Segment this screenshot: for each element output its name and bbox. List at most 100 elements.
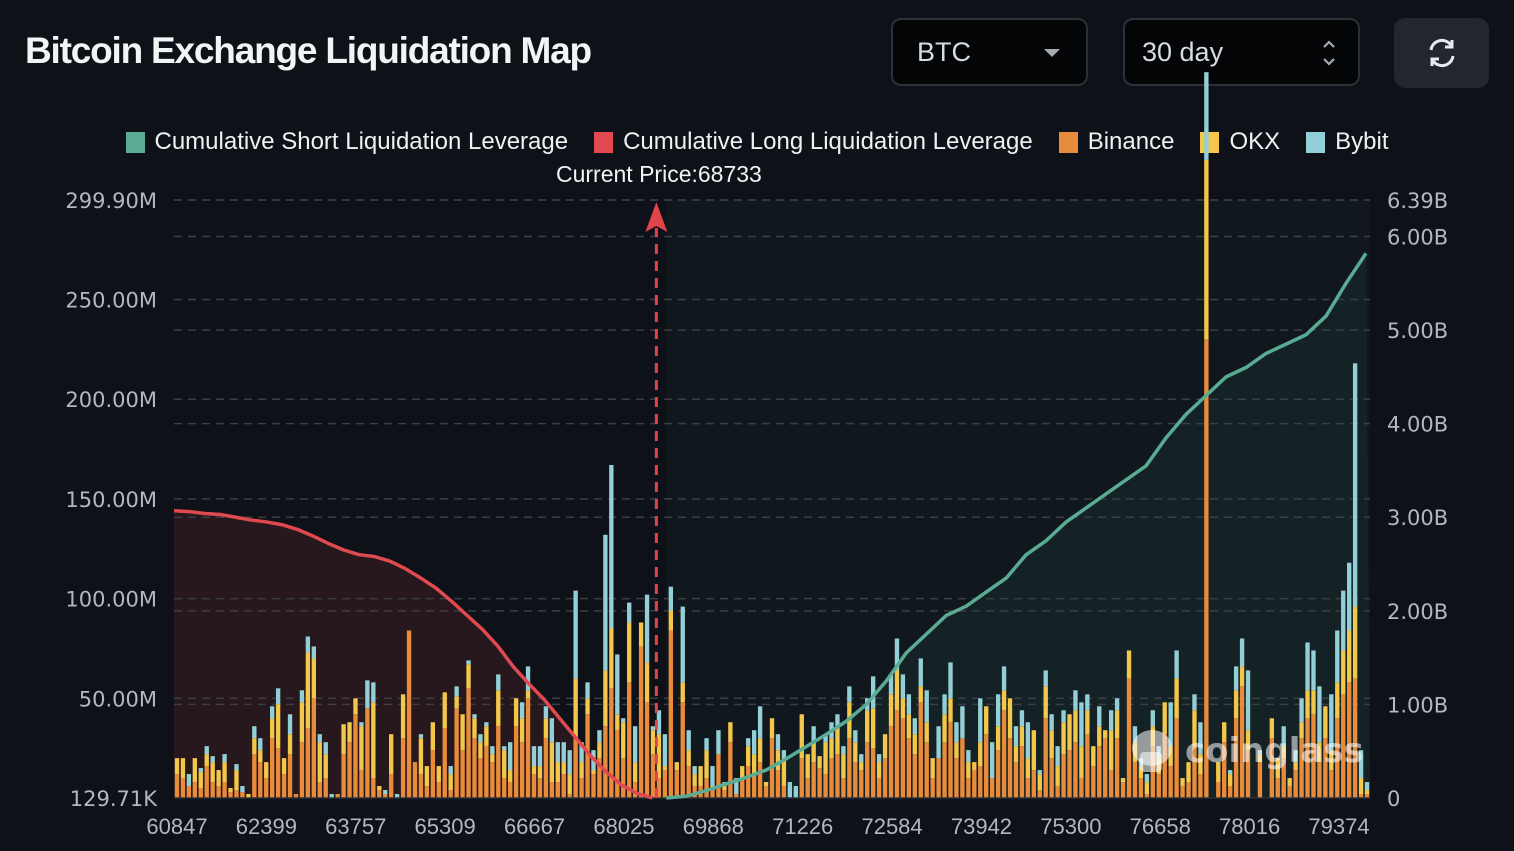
bar-binance[interactable] <box>1168 766 1173 798</box>
bar-binance[interactable] <box>978 766 983 798</box>
bar-bybit[interactable] <box>1168 702 1173 747</box>
bar-binance[interactable] <box>1162 734 1167 798</box>
bar-bybit[interactable] <box>365 680 370 709</box>
bar-binance[interactable] <box>240 792 245 798</box>
bar-okx[interactable] <box>627 622 632 683</box>
bar-okx[interactable] <box>1305 690 1310 719</box>
bar-binance[interactable] <box>1144 794 1150 798</box>
bar-binance[interactable] <box>722 790 727 798</box>
bar-okx[interactable] <box>442 692 447 729</box>
bar-okx[interactable] <box>1019 726 1025 747</box>
bar-okx[interactable] <box>1329 750 1334 771</box>
bar-okx[interactable] <box>1007 698 1013 739</box>
bar-bybit[interactable] <box>519 702 525 719</box>
bar-bybit[interactable] <box>918 658 923 687</box>
bar-okx[interactable] <box>585 698 590 715</box>
bar-binance[interactable] <box>1073 742 1078 798</box>
bar-bybit[interactable] <box>1055 746 1060 767</box>
bar-okx[interactable] <box>1085 710 1090 735</box>
bar-okx[interactable] <box>978 742 983 767</box>
bar-okx[interactable] <box>859 762 864 771</box>
bar-binance[interactable] <box>823 774 828 798</box>
bar-binance[interactable] <box>305 728 311 798</box>
bar-okx[interactable] <box>234 770 239 791</box>
bar-binance[interactable] <box>496 726 501 798</box>
bar-binance[interactable] <box>281 774 287 798</box>
bar-okx[interactable] <box>757 738 763 763</box>
bar-binance[interactable] <box>448 790 453 798</box>
bar-bybit[interactable] <box>942 694 947 715</box>
bar-okx[interactable] <box>829 738 834 759</box>
bar-binance[interactable] <box>888 726 894 798</box>
bar-bybit[interactable] <box>1358 750 1364 779</box>
bar-okx[interactable] <box>972 762 977 771</box>
bar-binance[interactable] <box>644 702 650 798</box>
bar-binance[interactable] <box>662 770 668 798</box>
bar-bybit[interactable] <box>234 764 239 771</box>
bar-binance[interactable] <box>1227 786 1233 798</box>
bar-binance[interactable] <box>841 778 846 798</box>
bar-okx[interactable] <box>216 770 221 787</box>
bar-bybit[interactable] <box>270 706 275 719</box>
bar-bybit[interactable] <box>198 768 203 773</box>
bar-okx[interactable] <box>746 746 751 767</box>
bar-binance[interactable] <box>513 726 519 798</box>
bar-okx[interactable] <box>1073 710 1078 743</box>
bar-okx[interactable] <box>876 762 882 779</box>
bar-okx[interactable] <box>341 724 346 755</box>
bar-okx[interactable] <box>228 788 233 793</box>
bar-okx[interactable] <box>799 714 804 759</box>
bar-bybit[interactable] <box>954 722 959 743</box>
bar-bybit[interactable] <box>472 714 477 719</box>
bar-okx[interactable] <box>466 664 471 689</box>
bar-okx[interactable] <box>1281 746 1286 759</box>
bar-binance[interactable] <box>930 778 935 798</box>
bar-binance[interactable] <box>442 728 447 798</box>
bar-binance[interactable] <box>258 762 263 798</box>
bar-bybit[interactable] <box>555 742 560 763</box>
bar-okx[interactable] <box>906 714 912 739</box>
bar-bybit[interactable] <box>359 722 364 727</box>
bar-bybit[interactable] <box>853 730 858 743</box>
bar-binance[interactable] <box>751 774 757 798</box>
bar-binance[interactable] <box>912 754 917 798</box>
bar-okx[interactable] <box>210 762 215 783</box>
bar-binance[interactable] <box>436 782 441 798</box>
bar-bybit[interactable] <box>1364 782 1370 791</box>
bar-binance[interactable] <box>543 738 549 798</box>
bar-binance[interactable] <box>811 762 816 798</box>
time-range-select[interactable]: 30 day <box>1123 18 1360 86</box>
bar-okx[interactable] <box>722 786 727 791</box>
bar-bybit[interactable] <box>870 676 876 709</box>
bar-binance[interactable] <box>222 782 227 798</box>
bar-okx[interactable] <box>1174 678 1179 719</box>
refresh-button[interactable] <box>1394 18 1489 88</box>
bar-binance[interactable] <box>270 738 275 798</box>
bar-binance[interactable] <box>906 738 912 798</box>
bar-binance[interactable] <box>835 754 840 798</box>
bar-bybit[interactable] <box>323 742 328 755</box>
bar-okx[interactable] <box>728 722 733 743</box>
bar-binance[interactable] <box>876 778 882 798</box>
bar-bybit[interactable] <box>906 694 912 715</box>
bar-binance[interactable] <box>460 750 465 798</box>
bar-bybit[interactable] <box>1198 722 1203 755</box>
bar-okx[interactable] <box>1031 730 1036 771</box>
bar-okx[interactable] <box>1144 782 1150 795</box>
bar-binance[interactable] <box>1156 774 1161 798</box>
bar-bybit[interactable] <box>543 706 549 719</box>
bar-bybit[interactable] <box>383 790 388 795</box>
bar-okx[interactable] <box>1198 754 1203 775</box>
bar-binance[interactable] <box>989 778 995 798</box>
bar-okx[interactable] <box>632 762 638 783</box>
bar-binance[interactable] <box>704 778 709 798</box>
bar-okx[interactable] <box>1299 722 1304 739</box>
bar-bybit[interactable] <box>912 718 917 735</box>
bar-binance[interactable] <box>1013 762 1019 798</box>
bar-okx[interactable] <box>1216 762 1221 783</box>
bar-binance[interactable] <box>995 750 1001 798</box>
bar-okx[interactable] <box>299 702 305 743</box>
bar-okx[interactable] <box>1103 730 1108 739</box>
bar-bybit[interactable] <box>668 586 674 611</box>
bar-okx[interactable] <box>870 708 876 749</box>
